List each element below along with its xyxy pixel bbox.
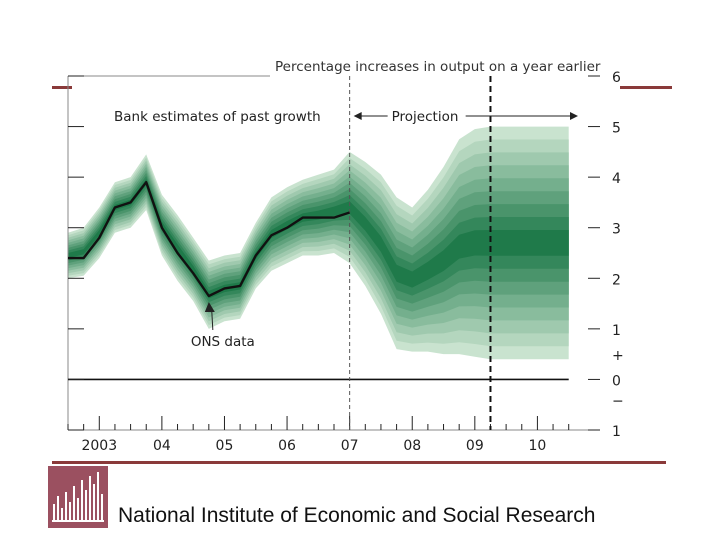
top-rule-right (620, 86, 672, 89)
ons-pointer-head (204, 301, 215, 312)
y-tick-label-1: 5 (612, 121, 621, 137)
x-tick-label-6: 09 (466, 438, 484, 454)
y-tick-label-7: 0 (612, 373, 621, 389)
y-tick-label-4: 2 (612, 272, 621, 288)
y-tick-label-8: − (612, 394, 624, 410)
bottom-rule (52, 461, 666, 464)
logo-bars-icon (52, 472, 104, 522)
x-tick-label-5: 08 (403, 438, 421, 454)
ons-data-line (68, 180, 350, 298)
x-tick-label-1: 04 (153, 438, 171, 454)
fan-chart: 6 5 4 3 2 1 +0 − 1 2003 04 05 06 07 08 09 10 Percentage i… (67, 59, 624, 454)
institution-name: National Institute of Economic and Socia… (118, 504, 596, 527)
y-tick-label-3: 3 (612, 222, 621, 238)
y-tick-label-5: 1 (612, 323, 621, 339)
x-tick-label-3: 06 (278, 438, 296, 454)
x-tick-label-0: 2003 (81, 438, 117, 454)
top-rule-left (52, 86, 72, 89)
ons-pointer-shaft (211, 311, 214, 331)
annotation-past-growth: Bank estimates of past growth (114, 109, 321, 125)
y-tick-label-6: + (612, 348, 624, 364)
y-tick-label-2: 4 (612, 171, 621, 187)
y-tick-label-9: 1 (612, 424, 621, 440)
x-tick-label-7: 10 (528, 438, 546, 454)
x-tick-label-4: 07 (341, 438, 359, 454)
annotation-ons-data: ONS data (191, 334, 255, 350)
y-tick-label-0: 6 (612, 70, 621, 86)
annotation-projection: Projection (392, 109, 459, 125)
projection-arrow-left-head (353, 112, 362, 120)
projection-arrow-right-head (570, 112, 578, 120)
chart-title: Percentage increases in output on a year… (275, 59, 601, 75)
fan-band-9 (68, 179, 569, 299)
institute-logo (48, 466, 108, 528)
x-tick-label-2: 05 (216, 438, 234, 454)
